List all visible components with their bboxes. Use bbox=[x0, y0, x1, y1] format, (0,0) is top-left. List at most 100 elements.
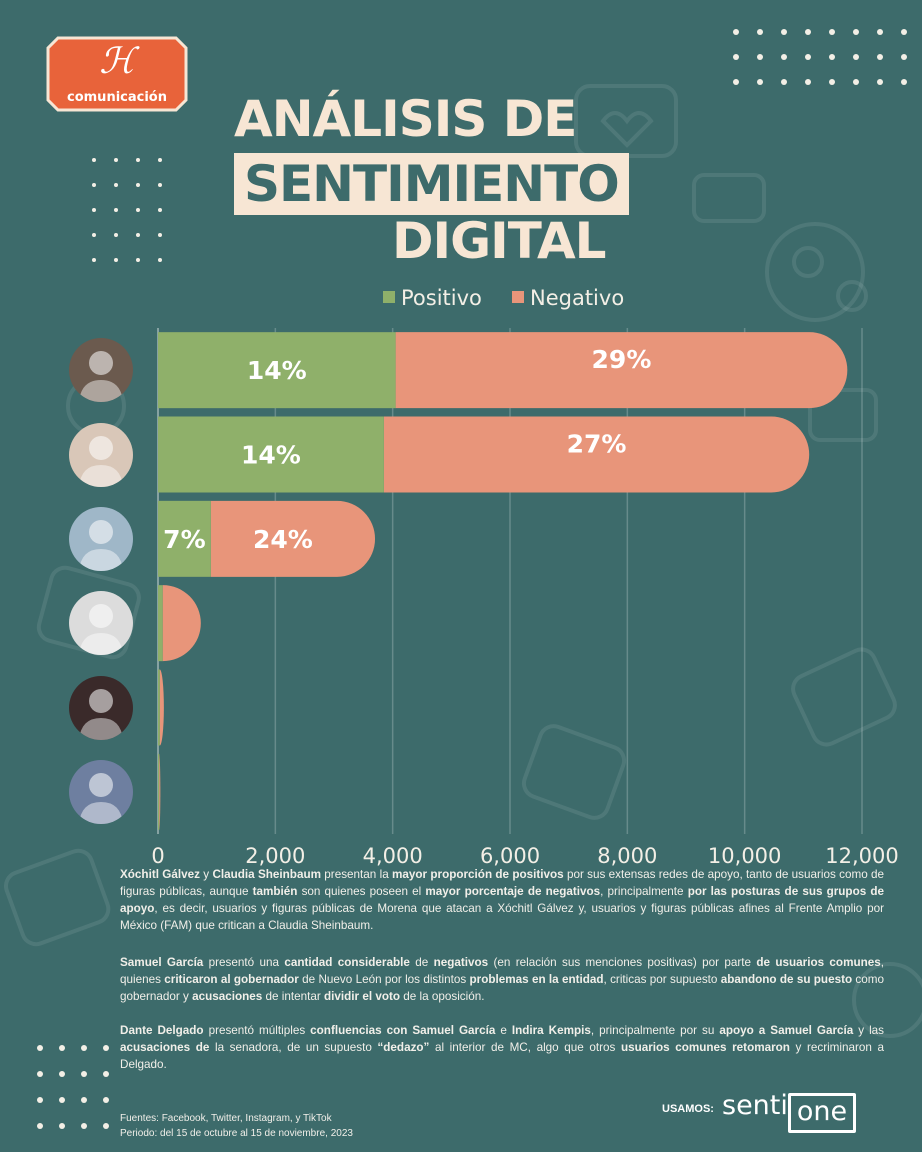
logo-text: comunicación bbox=[67, 90, 167, 105]
body-text: y recriminaron a Delgado. bbox=[120, 1041, 884, 1071]
paragraph-1: Xóchitl Gálvez y Claudia Sheinbaum prese… bbox=[120, 866, 884, 934]
body-text: la senadora, de un supuesto bbox=[209, 1041, 378, 1054]
dot bbox=[92, 258, 96, 262]
bold-text: usuarios comunes retomaron bbox=[620, 1041, 790, 1054]
dot bbox=[733, 54, 739, 60]
body-text: de la oposición. bbox=[400, 990, 485, 1003]
body-text: presentó una bbox=[203, 956, 285, 969]
bold-text: negativos bbox=[433, 956, 489, 969]
x-tick-label: 8,000 bbox=[597, 844, 657, 868]
title-line-3: DIGITAL bbox=[392, 212, 607, 270]
body-text: como gobernador y bbox=[120, 973, 885, 1003]
dot bbox=[877, 54, 883, 60]
body-text: y las bbox=[853, 1024, 885, 1037]
body-text: presentó múltiples bbox=[203, 1024, 311, 1037]
dot-grid-left bbox=[92, 158, 162, 262]
dot bbox=[781, 54, 787, 60]
dot bbox=[81, 1071, 87, 1077]
body-text: , principalmente bbox=[600, 885, 688, 898]
person-icon bbox=[79, 351, 123, 403]
x-tick-label: 6,000 bbox=[480, 844, 540, 868]
dot bbox=[37, 1071, 43, 1077]
bold-text: “dedazo” bbox=[377, 1041, 430, 1054]
bold-text: mayor porcentaje de negativos bbox=[425, 885, 601, 898]
bar-label-positive: 7% bbox=[163, 525, 205, 554]
body-text: de bbox=[409, 956, 434, 969]
bar-positive bbox=[158, 669, 160, 746]
sentiment-bar-chart: 0 2,000 4,000 6,000 8,000 10,000 12,000 14% 29% 1… bbox=[151, 328, 899, 868]
dot bbox=[733, 29, 739, 35]
dot bbox=[136, 233, 140, 237]
dot bbox=[103, 1071, 109, 1077]
bar-negative bbox=[210, 500, 376, 577]
bar-positive bbox=[158, 585, 163, 662]
bar-label-positive: 14% bbox=[247, 356, 307, 385]
bold-text: por las posturas de sus grupos de apoyo bbox=[120, 885, 884, 915]
dot bbox=[805, 79, 811, 85]
bold-text: apoyo a Samuel García bbox=[719, 1024, 854, 1037]
dot bbox=[781, 29, 787, 35]
dot bbox=[37, 1123, 43, 1129]
dot bbox=[136, 208, 140, 212]
dot bbox=[92, 208, 96, 212]
body-text: , es decir, usuarios y figuras públicas … bbox=[120, 902, 884, 932]
bold-text: problemas en la entidad bbox=[469, 973, 604, 986]
dot bbox=[114, 183, 118, 187]
body-text: (en relación sus menciones positivas) po… bbox=[488, 956, 757, 969]
bold-text: acusaciones de bbox=[120, 1041, 210, 1054]
bar-positive bbox=[158, 332, 396, 409]
legend-positive: Positivo bbox=[383, 286, 482, 310]
dot bbox=[853, 79, 859, 85]
dot bbox=[136, 258, 140, 262]
dot bbox=[81, 1123, 87, 1129]
avatar bbox=[69, 759, 133, 824]
brand-logo: ℋ comunicación bbox=[44, 32, 190, 116]
dot bbox=[114, 208, 118, 212]
dot bbox=[136, 183, 140, 187]
body-text: son quienes poseen el bbox=[297, 885, 426, 898]
dot bbox=[158, 158, 162, 162]
bold-text: Samuel García bbox=[120, 956, 204, 969]
bold-text: dividir el voto bbox=[324, 990, 401, 1003]
dot bbox=[59, 1097, 65, 1103]
dot bbox=[114, 158, 118, 162]
x-tick-label: 0 bbox=[151, 844, 164, 868]
dot bbox=[901, 54, 907, 60]
bar-label-positive: 14% bbox=[241, 441, 301, 470]
bold-text: también bbox=[252, 885, 298, 898]
legend-negative: Negativo bbox=[512, 286, 624, 310]
avatar bbox=[69, 591, 133, 656]
dot bbox=[158, 258, 162, 262]
dot bbox=[757, 79, 763, 85]
body-text: presentan la bbox=[320, 868, 393, 881]
logo-badge bbox=[46, 36, 188, 112]
x-tick-label: 12,000 bbox=[825, 844, 898, 868]
dot bbox=[37, 1045, 43, 1051]
person-icon bbox=[79, 519, 123, 571]
x-tick-label: 2,000 bbox=[245, 844, 305, 868]
legend-positive-label: Positivo bbox=[401, 286, 482, 310]
legend-negative-swatch bbox=[512, 291, 524, 303]
credit-brand-senti: senti bbox=[722, 1090, 788, 1121]
dot bbox=[92, 233, 96, 237]
credit-label: USAMOS: bbox=[662, 1103, 714, 1115]
dot bbox=[853, 54, 859, 60]
legend-positive-swatch bbox=[383, 291, 395, 303]
bar-negative bbox=[159, 753, 161, 830]
dot bbox=[59, 1045, 65, 1051]
bold-text: Dante Delgado bbox=[120, 1024, 204, 1037]
bold-text: de usuarios comunes bbox=[756, 956, 881, 969]
body-text: al interior de MC, algo que otros bbox=[429, 1041, 621, 1054]
person-icon bbox=[79, 772, 123, 824]
footer-period: Periodo: del 15 de octubre al 15 de novi… bbox=[120, 1128, 353, 1139]
bold-text: acusaciones bbox=[192, 990, 263, 1003]
bar-label-negative: 24% bbox=[253, 525, 313, 554]
bar-negative bbox=[383, 416, 810, 493]
bar-negative bbox=[395, 332, 848, 409]
dot bbox=[805, 54, 811, 60]
dot bbox=[853, 29, 859, 35]
body-text: por sus extensas redes de apoyo, tanto d… bbox=[120, 868, 885, 898]
bold-text: Claudia Sheinbaum bbox=[212, 868, 321, 881]
